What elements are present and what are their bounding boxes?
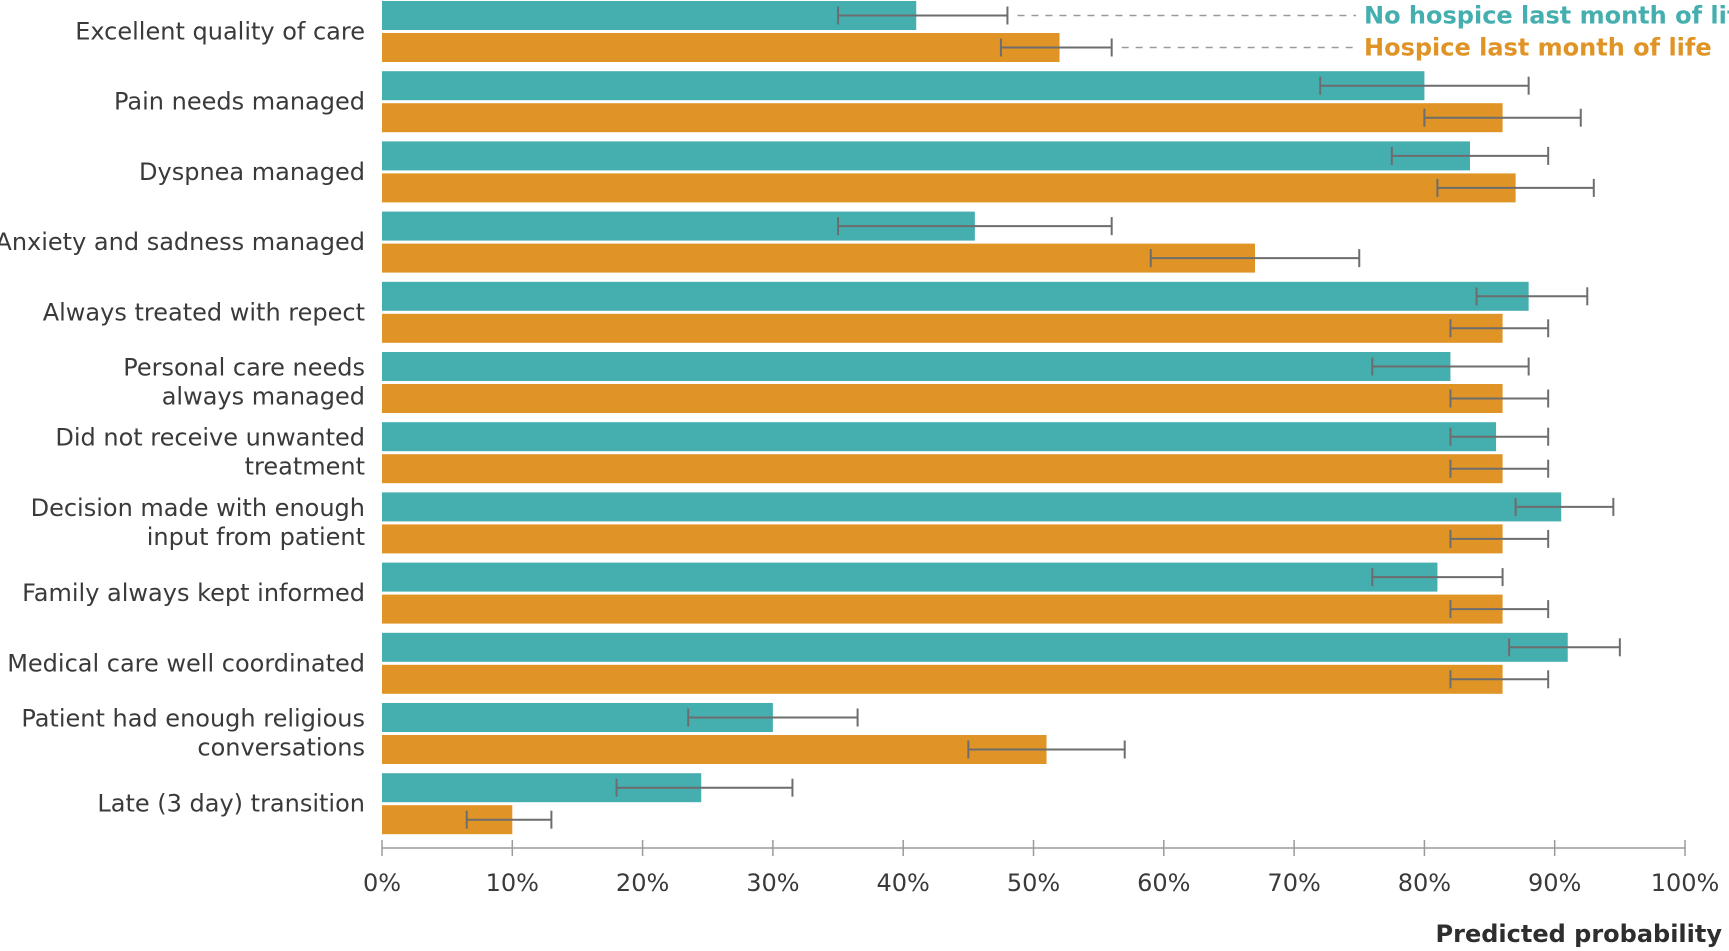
bar-hospice [382,664,1503,694]
error-bars-layer [465,6,1621,829]
x-tick-label: 10% [486,869,539,897]
bar-hospice [382,33,1060,62]
x-tick-label: 60% [1137,869,1190,897]
x-tick-label: 70% [1267,869,1320,897]
category-label: Excellent quality of care [75,18,365,46]
bar-hospice [382,313,1503,343]
legend-label: Hospice last month of life [1364,34,1712,62]
bar-hospice [382,524,1503,554]
bar-no-hospice [382,141,1471,171]
x-axis: 0% 10% 20% 30% 40% 50% 60% 70% 80% 90% 100% [363,840,1719,897]
category-label: Personal care needs always managed [123,354,365,411]
category-label: Patient had enough religious conversation… [21,705,365,762]
bar-hospice [382,384,1503,413]
bar-hospice [382,454,1503,484]
x-tick-label: 50% [1007,869,1060,897]
category-label: Always treated with repect [43,298,365,326]
bar-hospice [382,103,1503,133]
category-label: Anxiety and sadness managed [0,228,365,256]
category-label: Did not receive unwanted treatment [55,424,365,481]
x-tick-label: 0% [363,869,401,897]
bar-no-hospice [382,71,1425,101]
category-label: Family always kept informed [22,579,365,607]
x-tick-label: 90% [1528,869,1581,897]
category-label: Pain needs managed [114,88,365,116]
x-tick-label: 80% [1398,869,1451,897]
category-label: Decision made with enough input from pati… [31,494,365,551]
bar-no-hospice [382,352,1451,381]
bar-no-hospice [382,1,917,30]
bar-no-hospice [382,422,1497,452]
bar-no-hospice [382,632,1568,662]
bar-hospice [382,173,1516,203]
x-tick-label: 30% [746,869,799,897]
category-label: Dyspnea managed [139,158,365,186]
x-axis-title: Predicted probability [1436,920,1723,948]
bar-no-hospice [382,562,1438,592]
category-label: Late (3 day) transition [97,790,365,818]
x-tick-label: 40% [877,869,930,897]
bar-no-hospice [382,281,1529,311]
legend: No hospice last month of life Hospice las… [1017,2,1729,62]
bar-no-hospice [382,492,1562,522]
bar-hospice [382,243,1256,273]
bar-hospice [382,735,1047,764]
bar-hospice [382,594,1503,624]
legend-label: No hospice last month of life [1364,2,1729,30]
x-tick-label: 20% [616,869,669,897]
category-label: Medical care well coordinated [7,649,365,677]
x-tick-label: 100% [1651,869,1720,897]
category-labels-layer: Excellent quality of care Pain needs mana… [0,18,365,818]
bars-layer [382,1,1568,835]
